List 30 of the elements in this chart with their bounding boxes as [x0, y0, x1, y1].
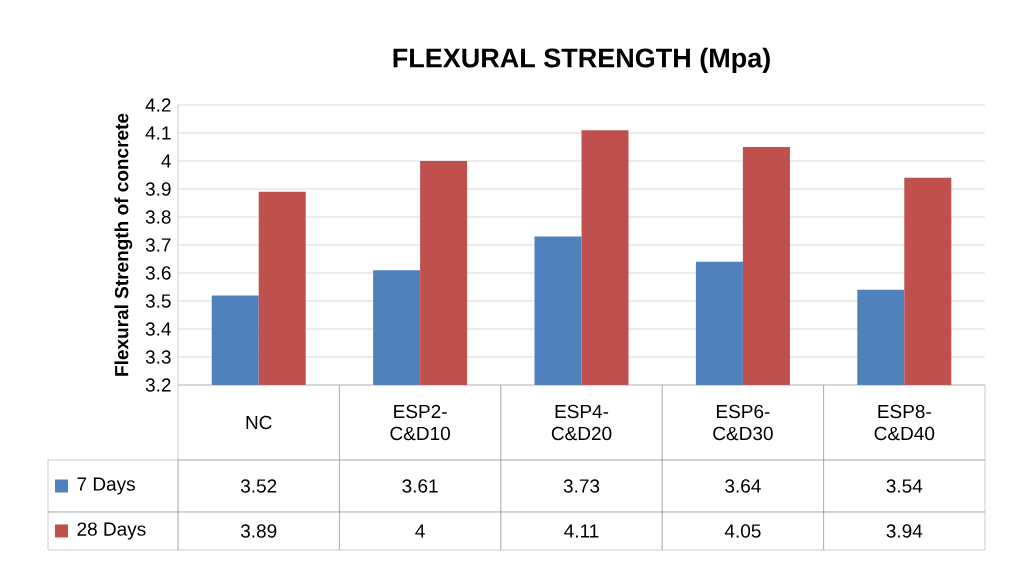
y-tick-label: 4.2: [145, 98, 171, 112]
y-tick-label: 3.8: [145, 210, 171, 224]
data-label: 3.54: [886, 479, 923, 493]
y-tick-label: 3.5: [145, 294, 171, 308]
x-tick-label: ESP6-C&D30: [713, 404, 773, 441]
y-tick-label: 3.7: [145, 238, 171, 252]
y-tick-label: 3.2: [145, 378, 171, 392]
y-tick-label: 3.4: [145, 322, 171, 336]
y-axis-title: Flexural Strength of concrete: [114, 113, 133, 376]
legend-label: 28 Days: [77, 522, 146, 540]
legend-label: 7 Days: [77, 477, 135, 495]
data-label: 4.05: [724, 524, 761, 538]
x-tick-label: ESP2-C&D10: [390, 404, 450, 441]
data-label: 3.73: [563, 479, 600, 493]
data-label: 4: [415, 524, 425, 538]
data-label: 3.94: [886, 524, 923, 538]
data-label: 3.89: [240, 524, 277, 538]
x-tick-label: ESP4-C&D20: [551, 404, 612, 441]
y-tick-label: 3.6: [145, 266, 171, 280]
data-label: 3.61: [402, 479, 438, 493]
y-tick-label: 3.9: [145, 182, 171, 196]
chart-title: FLEXURAL STRENGTH (Mpa): [393, 47, 770, 73]
y-tick-label: 4.1: [145, 126, 171, 140]
x-tick-label: NC: [246, 415, 272, 430]
data-label: 4.11: [564, 524, 599, 538]
x-tick-label: ESP8-C&D40: [874, 404, 935, 441]
y-tick-label: 3.3: [145, 350, 171, 364]
data-label: 3.52: [240, 479, 277, 493]
y-tick-label: 4: [161, 154, 171, 168]
data-label: 3.64: [725, 479, 761, 493]
